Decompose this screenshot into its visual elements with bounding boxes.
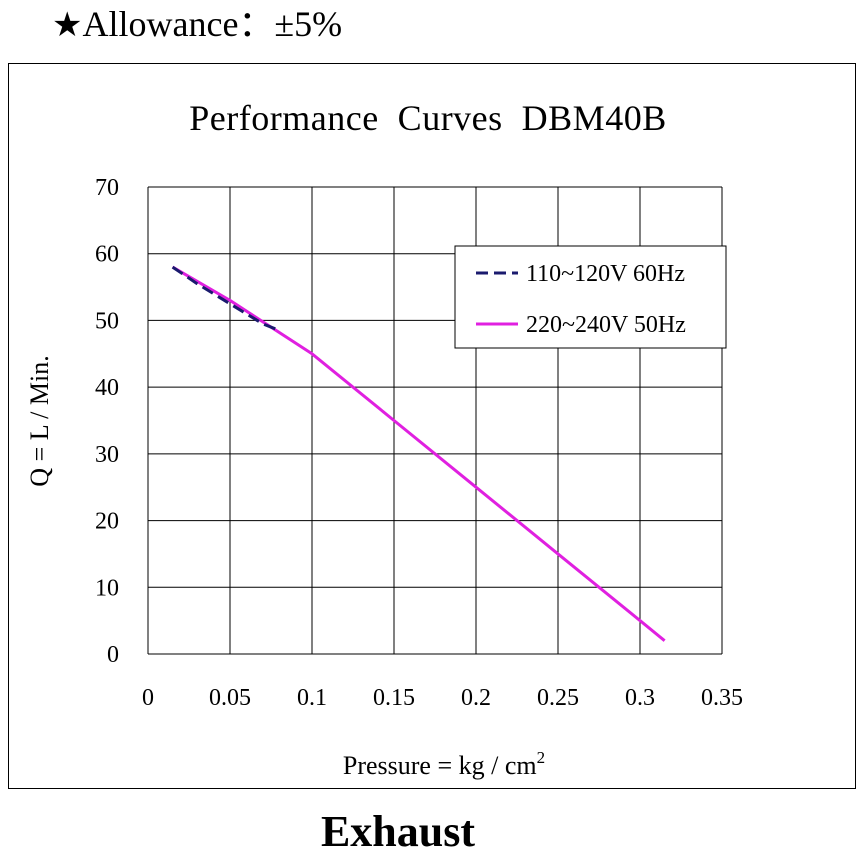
- series-line-2: [171, 265, 666, 642]
- x-tick-label: 0.05: [209, 685, 251, 711]
- y-tick-label: 20: [95, 509, 119, 535]
- y-tick-label: 30: [95, 442, 119, 468]
- legend-label-2: 220~240V 50Hz: [526, 312, 686, 338]
- star-icon: ★: [52, 7, 83, 44]
- performance-chart: 0 0.05 0.1 0.15 0.2 0.25 0.3 0.35 0 10 20 30 40 50 60…: [25, 175, 743, 780]
- x-tick-label: 0.15: [373, 685, 415, 711]
- x-tick-label: 0.25: [537, 685, 579, 711]
- x-tick-label: 0.35: [701, 685, 743, 711]
- caption-exhaust: Exhaust: [320, 807, 476, 856]
- series-lines: [171, 265, 666, 642]
- y-tick-label: 10: [95, 575, 119, 601]
- x-tick-label: 0.3: [625, 685, 655, 711]
- x-axis-label-superscript: 2: [537, 748, 546, 767]
- legend-label-1: 110~120V 60Hz: [526, 261, 685, 287]
- y-tick-label: 50: [95, 308, 119, 334]
- x-tick-label: 0.1: [297, 685, 327, 711]
- legend-box: [454, 245, 727, 349]
- chart-title: Performance Curves DBM40B: [189, 98, 667, 138]
- x-tick-label: 0: [142, 685, 154, 711]
- y-axis-label: Q = L / Min.: [25, 355, 54, 486]
- x-tick-labels: 0 0.05 0.1 0.15 0.2 0.25 0.3 0.35: [142, 685, 743, 711]
- chart-frame: [8, 63, 856, 789]
- series-line-1: [171, 265, 280, 332]
- y-tick-label: 40: [95, 375, 119, 401]
- y-tick-label: 70: [95, 175, 119, 201]
- y-tick-label: 0: [107, 642, 119, 668]
- x-axis-label: Pressure = kg / cm2: [343, 748, 545, 780]
- y-tick-labels: 0 10 20 30 40 50 60 70: [95, 175, 119, 668]
- x-axis-label-text: Pressure = kg / cm: [343, 751, 537, 780]
- allowance-text: Allowance：±5%: [82, 4, 343, 44]
- allowance-note: ★Allowance：±5%: [52, 2, 342, 48]
- x-tick-label: 0.2: [461, 685, 491, 711]
- y-tick-label: 60: [95, 242, 119, 268]
- legend: 110~120V 60Hz 220~240V 50Hz: [454, 245, 727, 349]
